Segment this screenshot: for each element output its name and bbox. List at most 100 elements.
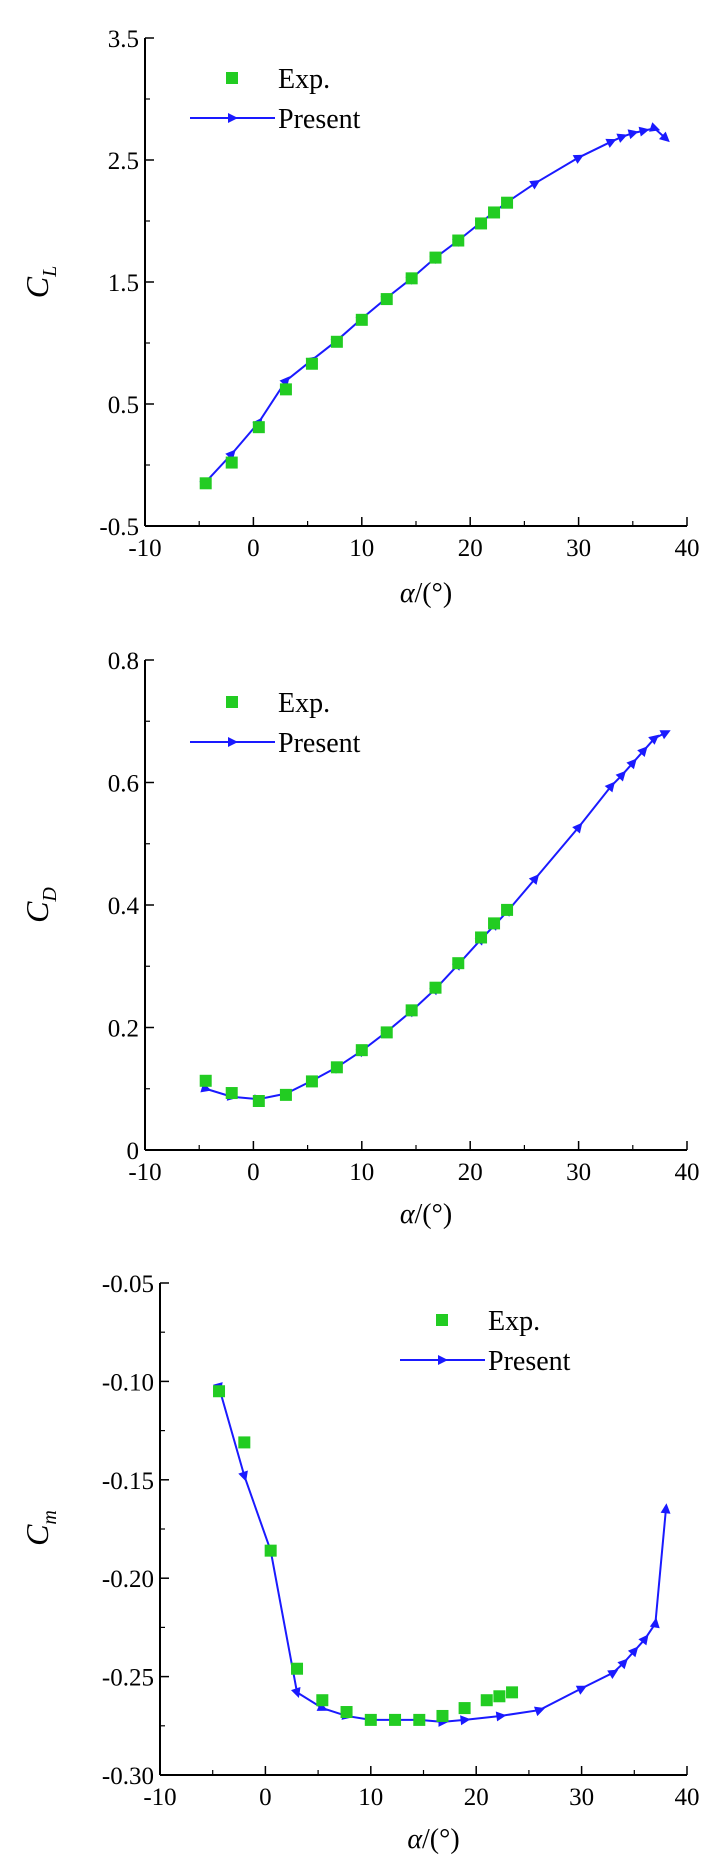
x-axis-title: α/(°) xyxy=(407,1824,459,1855)
present-point xyxy=(460,1715,471,1726)
x-axis-title-alpha: α xyxy=(400,1199,416,1230)
x-axis-title-unit: /(°) xyxy=(415,1199,453,1230)
exp-point xyxy=(305,1075,318,1088)
present-point xyxy=(638,1634,649,1646)
legend: Exp. Present xyxy=(400,1306,571,1377)
exp-point xyxy=(452,234,465,247)
x-tick-label: 30 xyxy=(569,1784,594,1811)
legend-exp-label: Exp. xyxy=(278,688,330,719)
x-axis-title: α/(°) xyxy=(400,578,452,609)
exp-point xyxy=(436,1709,449,1722)
present-point xyxy=(649,1617,660,1629)
chart-cl: -10 0 10 20 30 40-0.50.51.52.53.5CLα/(°)Exp.P… xyxy=(19,26,700,609)
present-point xyxy=(660,1503,671,1514)
exp-point xyxy=(291,1662,304,1675)
legend-present-marker xyxy=(438,1355,448,1365)
y-tick-label: 0.6 xyxy=(108,771,139,798)
present-point xyxy=(649,122,661,132)
y-axis-title: CL xyxy=(19,266,61,298)
exp-point xyxy=(413,1713,426,1726)
present-point xyxy=(528,874,540,885)
legend-present-label: Present xyxy=(278,728,361,759)
present-point xyxy=(638,126,650,137)
exp-point xyxy=(364,1713,377,1726)
y-tick-label: -0.10 xyxy=(102,1369,154,1396)
exp-point xyxy=(493,1690,506,1703)
present-point xyxy=(495,1711,507,1722)
exp-point xyxy=(279,1088,292,1101)
legend: Exp. Present xyxy=(190,64,361,135)
exp-point xyxy=(225,1087,238,1100)
exp-point xyxy=(199,1074,212,1087)
y-axis-title-sub: L xyxy=(39,266,61,278)
x-axis-title-alpha: α xyxy=(407,1824,423,1855)
present-point xyxy=(626,758,637,770)
x-tick-label: 20 xyxy=(458,1159,483,1186)
present-point xyxy=(627,1646,639,1658)
present-point xyxy=(659,730,671,740)
exp-point xyxy=(199,477,212,490)
exp-point xyxy=(501,903,514,916)
exp-point xyxy=(429,981,442,994)
present-point xyxy=(605,138,617,148)
present-point xyxy=(316,1701,328,1711)
legend-present-label: Present xyxy=(488,1346,571,1377)
y-tick-label: 0 xyxy=(127,1138,140,1165)
x-tick-label: 10 xyxy=(349,535,374,562)
exp-point xyxy=(380,293,393,306)
y-tick-label: 0.8 xyxy=(108,648,139,675)
y-tick-label: 1.5 xyxy=(108,270,139,297)
y-tick-label: 0.5 xyxy=(108,392,139,419)
present-point xyxy=(627,129,639,140)
y-tick-label: -0.05 xyxy=(102,1271,154,1298)
x-tick-label: 40 xyxy=(675,535,700,562)
exp-point xyxy=(405,272,418,285)
x-tick-label: 20 xyxy=(458,535,483,562)
exp-point xyxy=(340,1706,353,1719)
exp-point xyxy=(355,313,368,326)
x-tick-label: 40 xyxy=(675,1159,700,1186)
exp-point xyxy=(252,421,265,434)
exp-point xyxy=(488,206,501,219)
present-point xyxy=(572,822,583,834)
exp-point xyxy=(405,1004,418,1017)
x-axis-title-unit: /(°) xyxy=(422,1824,460,1855)
y-axis-title-main: C xyxy=(19,276,55,298)
x-axis-title-unit: /(°) xyxy=(415,578,453,609)
legend-exp-marker xyxy=(226,696,238,708)
legend-exp-label: Exp. xyxy=(278,64,330,95)
y-tick-label: -0.15 xyxy=(102,1468,154,1495)
present-point xyxy=(637,746,648,757)
x-axis-title: α/(°) xyxy=(400,1199,452,1230)
exp-point xyxy=(475,217,488,230)
exp-point xyxy=(305,357,318,370)
legend-exp-label: Exp. xyxy=(488,1306,540,1337)
x-tick-label: -10 xyxy=(143,1784,176,1811)
present-point xyxy=(529,180,541,190)
exp-point xyxy=(330,1061,343,1074)
x-tick-label: 30 xyxy=(566,535,591,562)
y-axis-title: CD xyxy=(19,887,61,923)
y-tick-label: 0.2 xyxy=(108,1016,139,1043)
exp-point xyxy=(355,1044,368,1057)
present-point xyxy=(534,1706,546,1717)
exp-point xyxy=(506,1686,519,1699)
exp-point xyxy=(389,1713,402,1726)
y-tick-label: 0.4 xyxy=(108,893,140,920)
chart-cd: -10 0 10 20 30 4000.20.40.60.8CDα/(°)Exp.Pres… xyxy=(19,648,700,1230)
y-tick-label: -0.25 xyxy=(102,1665,154,1692)
present-point xyxy=(238,1470,248,1482)
exp-point xyxy=(264,1544,277,1557)
exp-point xyxy=(429,251,442,264)
present-point xyxy=(659,131,670,143)
legend: Exp. Present xyxy=(190,688,361,759)
legend-present-label: Present xyxy=(278,104,361,135)
exp-point xyxy=(238,1436,251,1449)
x-tick-label: 40 xyxy=(675,1784,700,1811)
y-axis-title-main: C xyxy=(19,901,55,923)
present-point xyxy=(616,133,628,143)
exp-point xyxy=(488,917,501,930)
exp-point xyxy=(480,1694,493,1707)
present-line xyxy=(205,731,666,1101)
